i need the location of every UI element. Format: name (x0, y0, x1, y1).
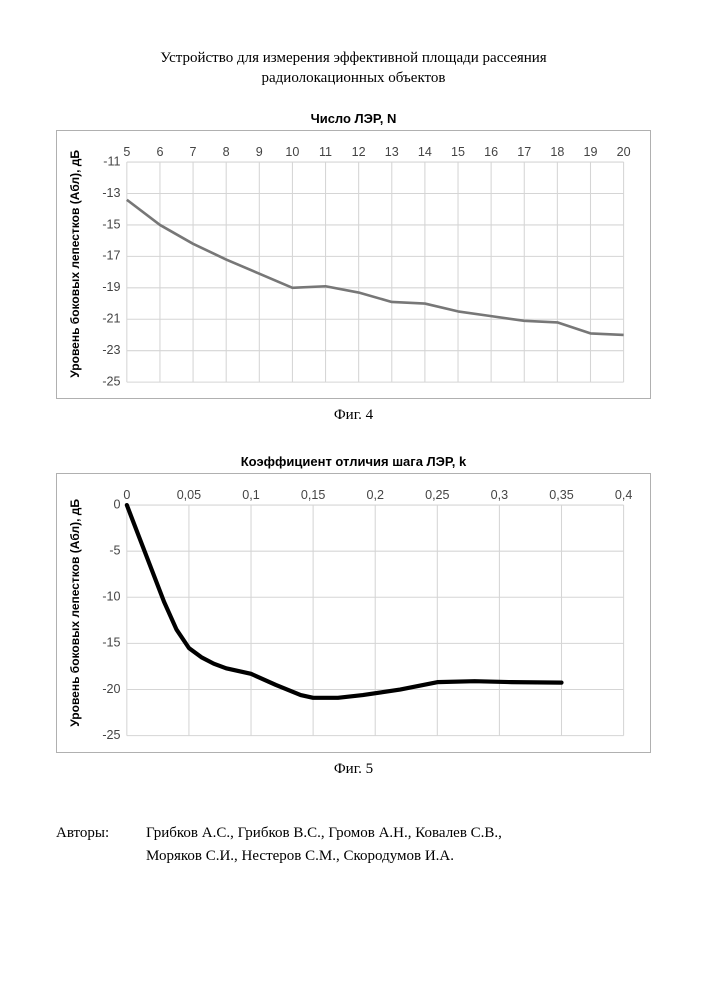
title-line-2: радиолокационных объектов (262, 70, 446, 86)
svg-text:-20: -20 (102, 682, 120, 696)
svg-text:-19: -19 (102, 280, 120, 294)
chart4-svg: -11 -13 -15 -17 -19 -21 -23 -25 5 6 7 8 9 10 11 12 13 14 1… (87, 139, 632, 391)
authors-block: Авторы: Грибков А.С., Грибков В.С., Гром… (56, 822, 651, 867)
svg-text:-5: -5 (109, 544, 120, 558)
figure-5: Коэффициент отличия шага ЛЭР, k Уровень … (56, 454, 651, 778)
svg-text:19: 19 (583, 144, 597, 158)
svg-text:0,15: 0,15 (301, 488, 325, 502)
svg-text:9: 9 (256, 144, 263, 158)
svg-text:0: 0 (123, 488, 130, 502)
svg-text:6: 6 (156, 144, 163, 158)
authors-line1: Грибков А.С., Грибков В.С., Громов А.Н.,… (146, 825, 502, 841)
svg-text:-11: -11 (103, 154, 120, 168)
svg-text:14: 14 (418, 144, 432, 158)
chart5-svg: 0 -5 -10 -15 -20 -25 0 0,05 0,1 0,15 0,2 0,25 0,3 0,3… (87, 482, 632, 744)
page: Устройство для измерения эффективной пло… (0, 0, 707, 1000)
authors-label: Авторы: (56, 822, 146, 867)
svg-text:-15: -15 (102, 636, 120, 650)
document-title: Устройство для измерения эффективной пло… (56, 48, 651, 89)
svg-text:-25: -25 (102, 728, 120, 742)
title-line-1: Устройство для измерения эффективной пло… (160, 50, 546, 66)
fig4-label: Фиг. 4 (56, 407, 651, 424)
chart5-frame: Уровень боковых лепестков (Aбл), дБ 0 -5 -… (56, 473, 651, 753)
chart4-ylabel-box: Уровень боковых лепестков (Aбл), дБ (63, 139, 87, 391)
svg-text:8: 8 (223, 144, 230, 158)
chart4-frame: Уровень боковых лепестков (Aбл), дБ -11-… (56, 130, 651, 400)
svg-text:-17: -17 (102, 248, 120, 262)
figure-4: Число ЛЭР, N Уровень боковых лепестков (… (56, 111, 651, 425)
svg-text:5: 5 (123, 144, 130, 158)
svg-text:0: 0 (114, 497, 121, 511)
svg-text:18: 18 (550, 144, 564, 158)
svg-text:0,25: 0,25 (425, 488, 449, 502)
chart4-title: Число ЛЭР, N (56, 111, 651, 126)
svg-text:15: 15 (451, 144, 465, 158)
svg-text:0,4: 0,4 (615, 488, 632, 502)
svg-text:0,35: 0,35 (549, 488, 573, 502)
svg-text:12: 12 (352, 144, 366, 158)
svg-text:16: 16 (484, 144, 498, 158)
authors-line2: Моряков С.И., Нестеров С.М., Скородумов … (146, 848, 454, 864)
fig5-label: Фиг. 5 (56, 761, 651, 778)
svg-text:11: 11 (319, 144, 332, 158)
svg-text:-15: -15 (102, 217, 120, 231)
svg-text:-23: -23 (102, 343, 120, 357)
svg-text:20: 20 (617, 144, 631, 158)
authors-names: Грибков А.С., Грибков В.С., Громов А.Н.,… (146, 822, 502, 867)
svg-text:-21: -21 (102, 311, 120, 325)
svg-text:0,3: 0,3 (491, 488, 508, 502)
chart5-ylabel-box: Уровень боковых лепестков (Aбл), дБ (63, 482, 87, 744)
svg-text:-10: -10 (102, 590, 120, 604)
svg-text:10: 10 (285, 144, 299, 158)
svg-text:0,05: 0,05 (177, 488, 201, 502)
chart4-ylabel: Уровень боковых лепестков (Aбл), дБ (68, 150, 82, 378)
svg-text:17: 17 (517, 144, 531, 158)
chart5-plot: 0 -5 -10 -15 -20 -25 0 0,05 0,1 0,15 0,2 0,25 0,3 0,3… (87, 482, 632, 744)
svg-text:0,1: 0,1 (242, 488, 259, 502)
svg-text:-25: -25 (102, 374, 120, 388)
svg-text:7: 7 (190, 144, 197, 158)
svg-text:-13: -13 (102, 185, 120, 199)
svg-text:0,2: 0,2 (366, 488, 383, 502)
chart4-plot: -11 -13 -15 -17 -19 -21 -23 -25 5 6 7 8 9 10 11 12 13 14 1… (87, 139, 632, 391)
chart5-title: Коэффициент отличия шага ЛЭР, k (56, 454, 651, 469)
chart5-ylabel: Уровень боковых лепестков (Aбл), дБ (68, 499, 82, 727)
svg-text:13: 13 (385, 144, 399, 158)
